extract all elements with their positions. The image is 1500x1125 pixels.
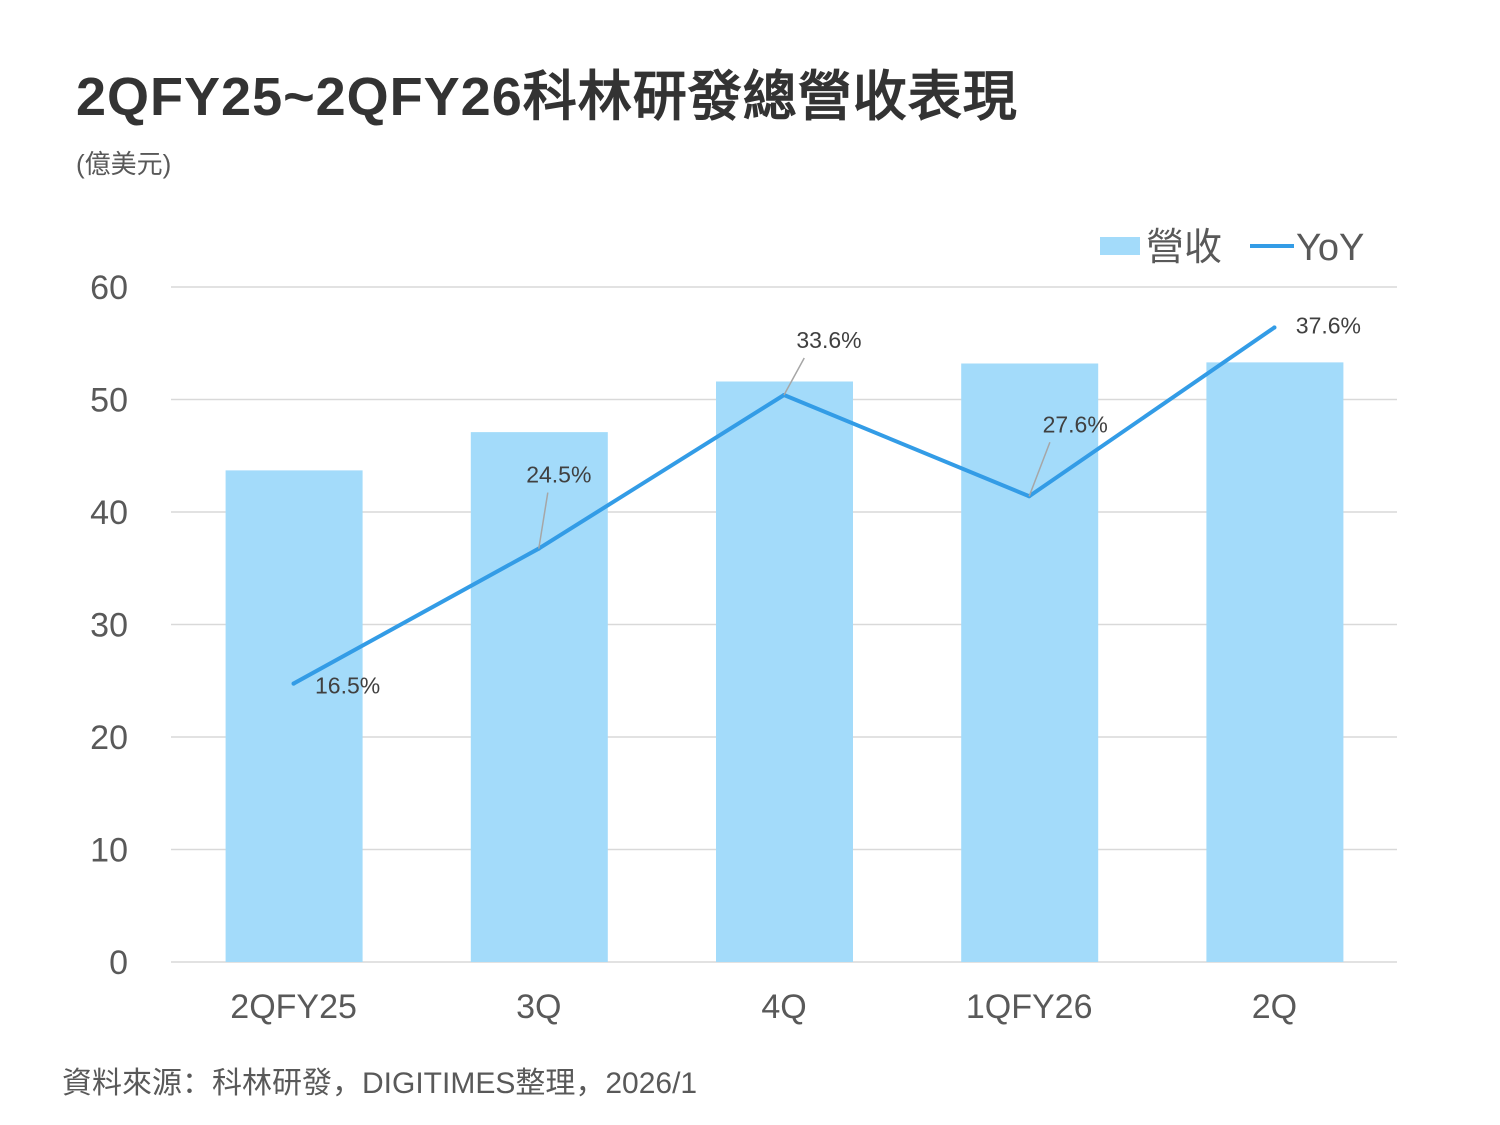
legend-swatch-revenue	[1100, 237, 1140, 255]
bar-4Q	[716, 381, 853, 962]
y-tick-label: 0	[109, 944, 128, 982]
yoy-data-label: 33.6%	[796, 327, 861, 353]
source-note: 資料來源：科林研發，DIGITIMES整理，2026/1	[62, 1067, 698, 1100]
x-tick-label: 4Q	[761, 988, 806, 1026]
unit-label: (億美元)	[76, 149, 172, 179]
y-tick-label: 60	[90, 269, 128, 307]
yoy-data-label: 27.6%	[1043, 411, 1108, 437]
yoy-leader-line	[783, 357, 805, 396]
y-tick-label: 30	[90, 607, 128, 645]
yoy-point	[291, 681, 296, 686]
x-tick-label: 1QFY26	[966, 988, 1093, 1026]
y-tick-label: 50	[90, 382, 128, 420]
bar-1QFY26	[961, 363, 1099, 962]
y-tick-label: 20	[90, 719, 128, 757]
bar-3Q	[470, 432, 608, 962]
legend-label-revenue: 營收	[1146, 227, 1222, 269]
yoy-data-label: 24.5%	[526, 462, 591, 488]
bar-2Q	[1206, 362, 1344, 962]
legend: 營收 YoY	[1100, 227, 1364, 269]
y-tick-label: 40	[90, 494, 128, 532]
yoy-point	[1272, 325, 1277, 330]
x-tick-label: 2QFY25	[230, 988, 357, 1026]
x-tick-label: 3Q	[516, 988, 561, 1026]
bar-2QFY25	[225, 470, 363, 962]
yoy-leader-line	[538, 492, 549, 549]
legend-label-yoy: YoY	[1296, 227, 1364, 269]
chart-title: 2QFY25~2QFY26科林研發總營收表現	[76, 67, 1018, 127]
yoy-data-label: 16.5%	[315, 673, 380, 699]
x-tick-label: 2Q	[1252, 988, 1297, 1026]
yoy-data-label: 37.6%	[1296, 313, 1361, 339]
y-tick-label: 10	[90, 832, 128, 870]
yoy-leader-line	[1028, 441, 1051, 497]
